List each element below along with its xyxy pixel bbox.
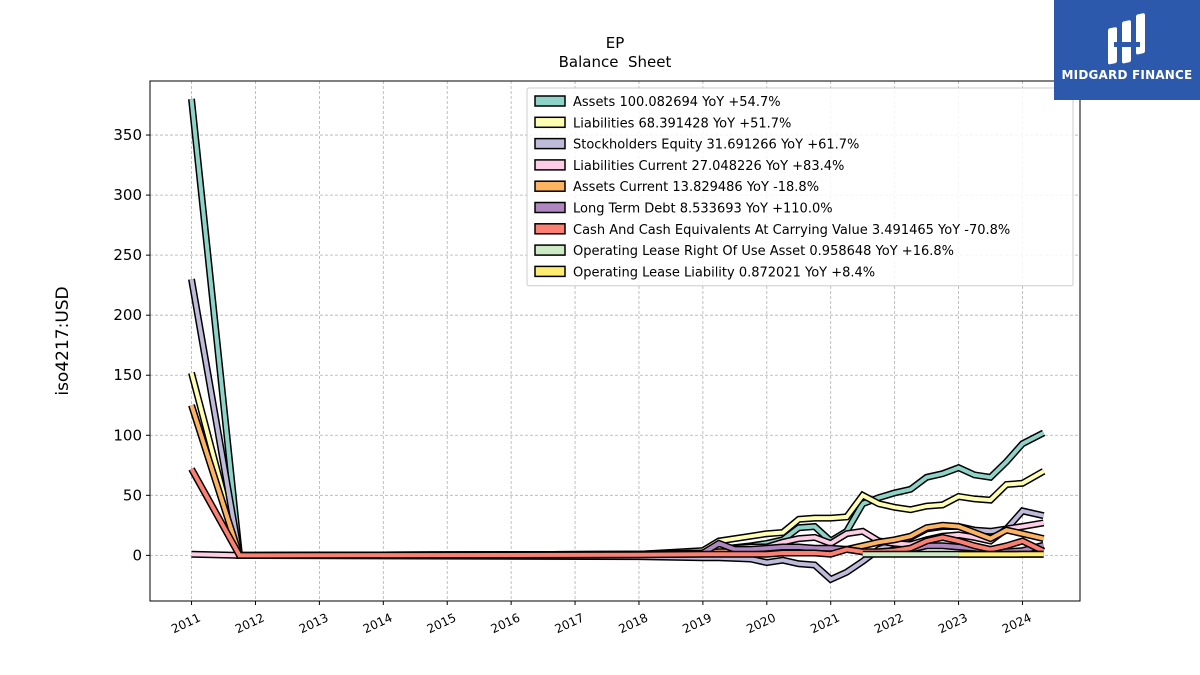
legend-entry: Operating Lease Right Of Use Asset 0.958… — [573, 244, 954, 259]
x-tick-label: 2019 — [680, 611, 714, 637]
legend-swatch — [534, 116, 566, 129]
x-tick-label: 2016 — [489, 611, 523, 637]
x-tick-label: 2021 — [808, 611, 842, 637]
plot-frame — [149, 80, 1081, 602]
y-axis-label: iso4217:USD — [53, 286, 73, 395]
legend-entry: Liabilities Current 27.048226 YoY +83.4% — [573, 159, 844, 174]
legend-swatch — [534, 201, 566, 214]
x-tick-label: 2011 — [169, 611, 203, 637]
legend-swatch — [534, 223, 566, 235]
legend-box — [526, 87, 1074, 287]
series-line — [188, 467, 1046, 559]
legend-entry: Stockholders Equity 31.691266 YoY +61.7% — [573, 138, 859, 153]
legend-entry: Liabilities 68.391428 YoY +51.7% — [573, 116, 791, 131]
y-tick-label: 250 — [113, 246, 142, 264]
y-tick-label: 200 — [113, 306, 142, 324]
x-tick-label: 2013 — [297, 611, 331, 637]
y-tick-label: 350 — [113, 126, 142, 144]
x-tick-label: 2014 — [361, 611, 395, 637]
y-tick-label: 300 — [113, 186, 142, 204]
legend-swatch — [534, 244, 566, 256]
legend-swatch — [534, 180, 566, 192]
legend-entry: Assets 100.082694 YoY +54.7% — [573, 95, 781, 110]
x-tick-label: 2012 — [233, 611, 267, 637]
legend-entry: Assets Current 13.829486 YoY -18.8% — [573, 180, 819, 195]
x-axis: 2011 2012 2013 2014 2015 2016 2017 2018 2019 2020… — [169, 601, 1034, 636]
y-tick-label: 150 — [113, 366, 142, 384]
legend-swatch — [534, 159, 566, 171]
legend-swatch — [534, 95, 566, 107]
brand-logo: MIDGARD FINANCE — [1054, 0, 1200, 100]
chart-subtitle: Balance Sheet — [559, 53, 672, 71]
y-axis: 0 50 100 150 200 250 300 350 — [113, 126, 150, 564]
brand-name: MIDGARD FINANCE — [1061, 68, 1193, 82]
x-tick-label: 2020 — [744, 611, 778, 637]
legend-entry: Cash And Cash Equivalents At Carrying Va… — [573, 223, 1010, 238]
series-lines — [188, 98, 1046, 584]
legend-entry: Long Term Debt 8.533693 YoY +110.0% — [573, 202, 833, 217]
series-line-core — [189, 467, 1045, 558]
y-tick-label: 50 — [123, 486, 142, 504]
legend-swatch — [534, 265, 566, 278]
x-tick-label: 2024 — [1000, 611, 1034, 637]
legend-swatch — [534, 137, 566, 150]
y-tick-label: 100 — [113, 426, 142, 444]
logo-mark-icon — [1108, 13, 1145, 65]
chart-title: EP — [606, 34, 625, 52]
x-tick-label: 2023 — [936, 611, 970, 637]
y-tick-label: 0 — [132, 546, 142, 564]
legend: Assets 100.082694 YoY +54.7% Liabilities … — [526, 87, 1074, 287]
legend-entry: Operating Lease Liability 0.872021 YoY +… — [573, 265, 875, 280]
x-tick-label: 2017 — [553, 611, 587, 637]
x-tick-label: 2015 — [425, 611, 459, 637]
x-tick-label: 2022 — [872, 611, 906, 637]
x-tick-label: 2018 — [616, 611, 650, 637]
